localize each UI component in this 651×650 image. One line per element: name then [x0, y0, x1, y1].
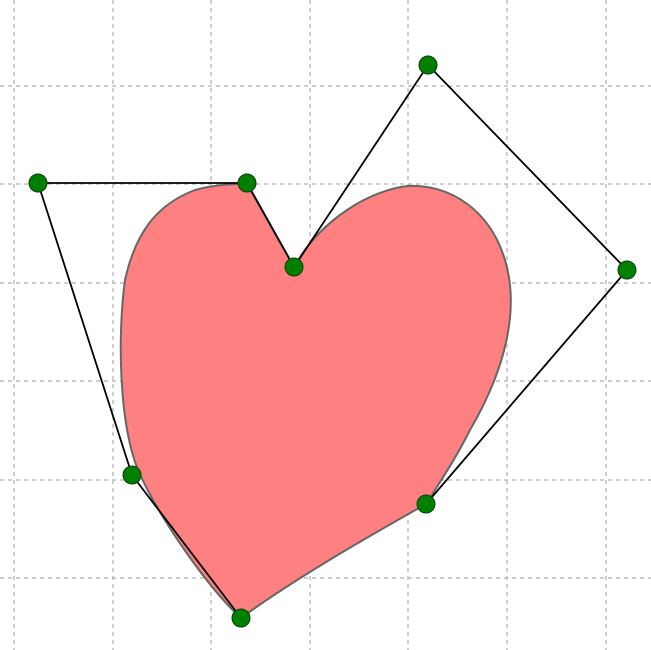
- control-points: [28, 55, 637, 628]
- notch-left-segment: [246, 182, 295, 268]
- control-polygon: [36, 63, 629, 619]
- control-point[interactable]: [28, 173, 48, 193]
- heart-shape: [119, 182, 512, 620]
- control-point[interactable]: [122, 465, 142, 485]
- control-point[interactable]: [231, 608, 251, 628]
- right-lobe-control-polygon: [293, 63, 629, 505]
- control-point[interactable]: [284, 257, 304, 277]
- control-point[interactable]: [617, 260, 637, 280]
- control-point[interactable]: [416, 494, 436, 514]
- left-lobe-control-polygon: [36, 182, 247, 619]
- control-point[interactable]: [418, 55, 438, 75]
- control-point[interactable]: [237, 173, 257, 193]
